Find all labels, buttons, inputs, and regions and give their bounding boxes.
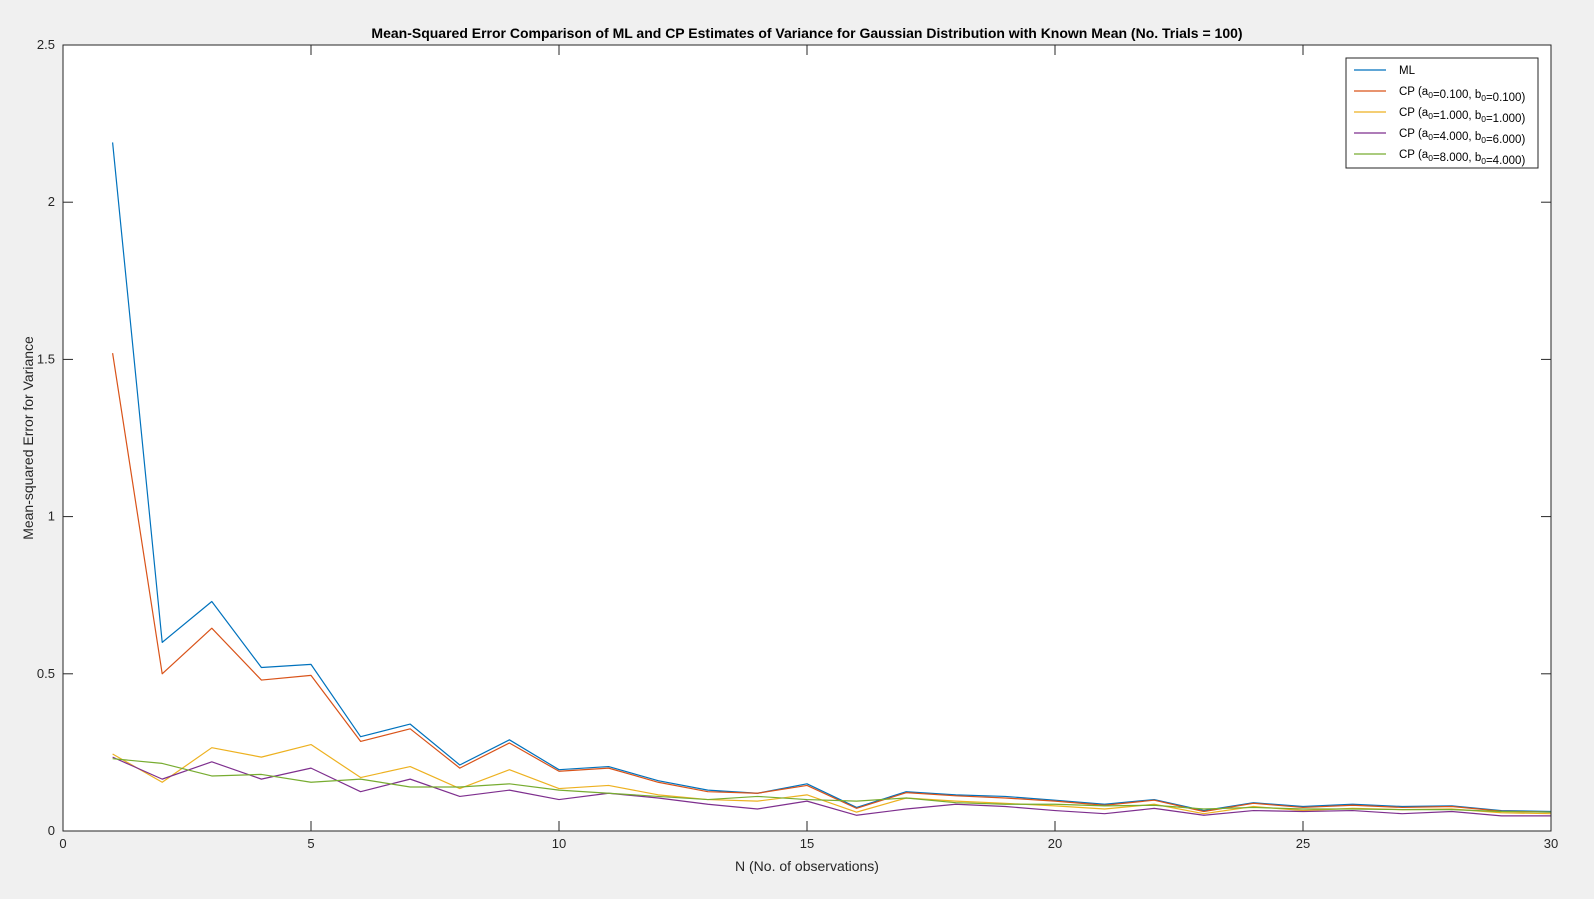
series-layer xyxy=(112,142,1552,817)
legend-box xyxy=(1345,57,1539,169)
x-tick-label: 5 xyxy=(307,836,314,851)
legend-entry: CP (a0=0.100, b0=0.100) xyxy=(1399,86,1525,104)
series-line-cp-a0-0-100-b0-0-100 xyxy=(112,353,1552,813)
y-tick-label: 0.5 xyxy=(37,666,55,681)
legend-entry: CP (a0=4.000, b0=6.000) xyxy=(1399,128,1525,146)
series-line-cp-a0-8-000-b0-4-000 xyxy=(112,758,1552,813)
legend-entry: CP (a0=1.000, b0=1.000) xyxy=(1399,107,1525,125)
y-tick-label: 1 xyxy=(48,509,55,524)
legend: ML CP (a0=0.100, b0=0.100) CP (a0=1.000, b… xyxy=(1345,57,1539,169)
tick-layer: 0 5 10 15 20 25 30 0 0.5 1 1.5 2 2.5 xyxy=(37,37,1558,851)
legend-entry: ML xyxy=(1399,65,1416,77)
series-line-cp-a0-4-000-b0-6-000 xyxy=(112,756,1551,817)
y-tick-label: 1.5 xyxy=(37,351,55,366)
x-tick-label: 30 xyxy=(1544,836,1558,851)
y-tick-label: 0 xyxy=(48,823,55,838)
x-tick-label: 10 xyxy=(552,836,566,851)
plot-area xyxy=(63,45,1551,831)
legend-entry: CP (a0=8.000, b0=4.000) xyxy=(1399,149,1525,167)
x-tick-label: 25 xyxy=(1296,836,1310,851)
y-tick-label: 2 xyxy=(48,194,55,209)
y-axis-label: Mean-squared Error for Variance xyxy=(20,336,36,540)
x-tick-label: 15 xyxy=(800,836,814,851)
x-tick-label: 20 xyxy=(1048,836,1062,851)
series-line-ml xyxy=(112,142,1552,813)
x-tick-label: 0 xyxy=(59,836,66,851)
chart-title: Mean-Squared Error Comparison of ML and … xyxy=(371,25,1242,41)
series-line-cp-a0-1-000-b0-1-000 xyxy=(112,743,1552,815)
y-tick-label: 2.5 xyxy=(37,37,55,52)
x-axis-label: N (No. of observations) xyxy=(735,858,879,874)
